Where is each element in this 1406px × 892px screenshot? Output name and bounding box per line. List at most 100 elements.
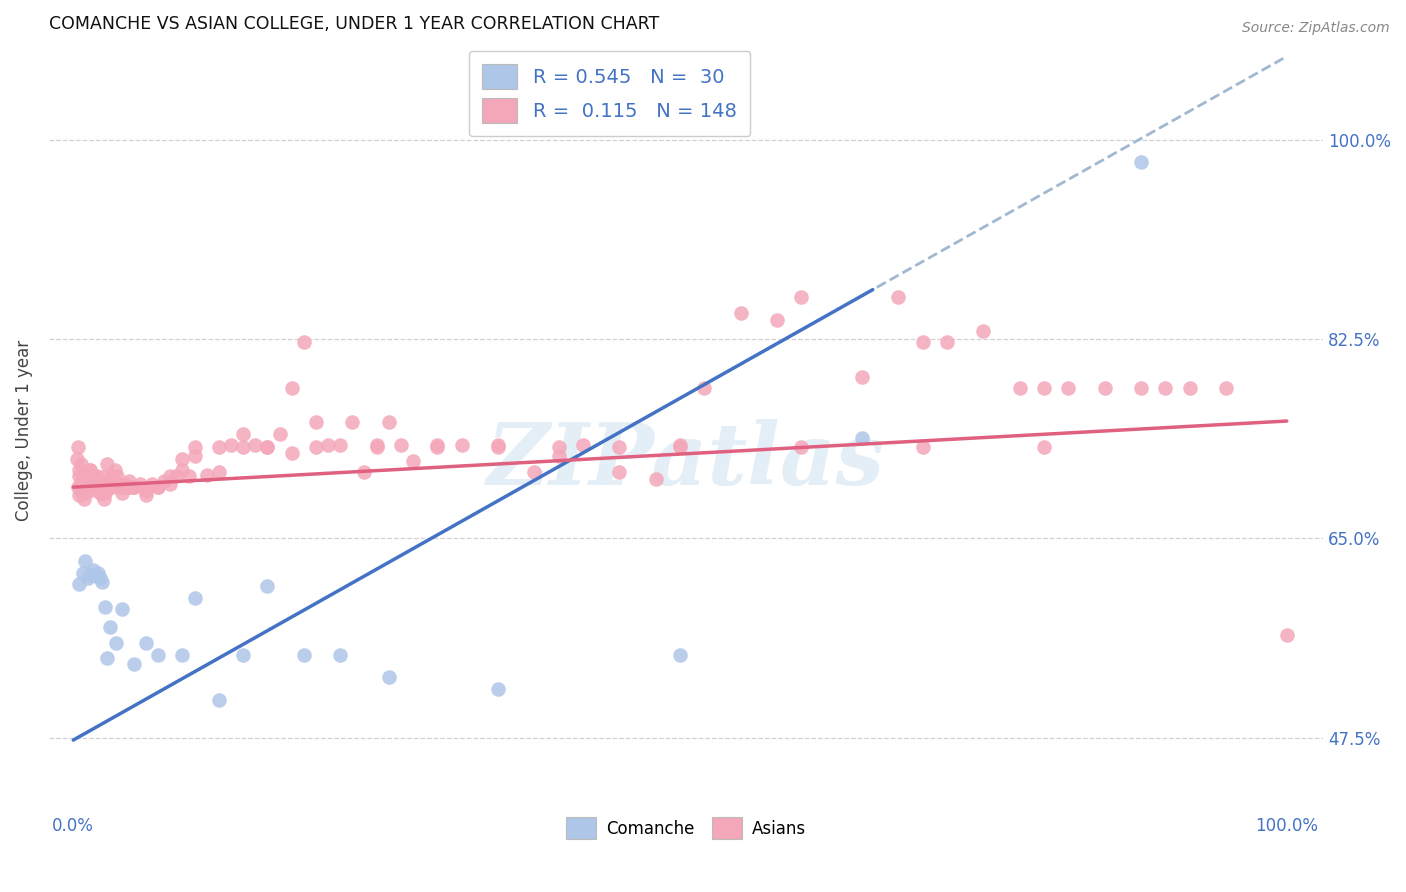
Point xyxy=(1178,381,1201,395)
Point xyxy=(936,335,959,350)
Point xyxy=(177,468,200,483)
Point xyxy=(72,468,94,483)
Point xyxy=(67,440,90,454)
Point xyxy=(89,486,111,500)
Point xyxy=(208,693,231,707)
Point xyxy=(111,486,134,500)
Point xyxy=(75,475,97,489)
Point xyxy=(98,480,121,494)
Point xyxy=(486,681,509,696)
Point xyxy=(1033,381,1056,395)
Point xyxy=(572,438,595,452)
Point xyxy=(82,475,104,489)
Point xyxy=(766,312,789,326)
Point xyxy=(232,440,254,454)
Point xyxy=(669,438,692,452)
Point xyxy=(69,458,91,472)
Point xyxy=(111,602,134,616)
Point xyxy=(1130,381,1153,395)
Legend: Comanche, Asians: Comanche, Asians xyxy=(560,811,813,846)
Point xyxy=(105,468,128,483)
Point xyxy=(644,472,666,486)
Point xyxy=(80,480,103,494)
Point xyxy=(69,476,91,491)
Point xyxy=(86,566,108,580)
Point xyxy=(122,480,145,494)
Point xyxy=(256,440,278,454)
Point xyxy=(66,451,89,466)
Point xyxy=(103,475,125,489)
Point xyxy=(245,438,267,452)
Point xyxy=(98,476,121,491)
Point xyxy=(256,440,278,454)
Point xyxy=(83,480,105,494)
Point xyxy=(693,381,716,395)
Point xyxy=(97,480,120,494)
Point xyxy=(135,636,157,650)
Point xyxy=(129,476,152,491)
Point xyxy=(790,440,813,454)
Point xyxy=(90,486,112,500)
Point xyxy=(96,458,118,472)
Point xyxy=(82,563,104,577)
Point xyxy=(80,475,103,489)
Point xyxy=(70,486,93,500)
Point xyxy=(1094,381,1116,395)
Point xyxy=(366,438,388,452)
Point xyxy=(105,476,128,491)
Point xyxy=(89,571,111,585)
Point xyxy=(77,483,100,498)
Point xyxy=(103,463,125,477)
Point xyxy=(911,440,934,454)
Point xyxy=(730,306,752,320)
Point xyxy=(72,476,94,491)
Point xyxy=(256,579,278,593)
Point xyxy=(91,480,114,494)
Point xyxy=(172,463,194,477)
Point xyxy=(377,415,399,429)
Point xyxy=(76,476,98,491)
Point xyxy=(1008,381,1031,395)
Point xyxy=(84,468,107,483)
Point xyxy=(104,636,127,650)
Point xyxy=(1057,381,1080,395)
Point xyxy=(148,480,170,494)
Point xyxy=(851,369,873,384)
Text: Source: ZipAtlas.com: Source: ZipAtlas.com xyxy=(1241,21,1389,36)
Point xyxy=(82,475,104,489)
Point xyxy=(89,475,111,489)
Point xyxy=(790,290,813,304)
Point xyxy=(76,480,98,494)
Point xyxy=(84,475,107,489)
Point xyxy=(135,488,157,502)
Point xyxy=(94,476,117,491)
Point xyxy=(111,480,134,494)
Point xyxy=(153,475,176,489)
Point xyxy=(67,463,90,477)
Point xyxy=(523,466,546,480)
Point xyxy=(172,648,194,662)
Point xyxy=(402,454,425,468)
Point xyxy=(122,657,145,671)
Point xyxy=(607,466,630,480)
Point xyxy=(135,483,157,498)
Point xyxy=(183,440,205,454)
Point xyxy=(115,480,138,494)
Point xyxy=(101,468,124,483)
Point xyxy=(67,480,90,494)
Point xyxy=(76,480,98,494)
Point xyxy=(183,591,205,605)
Point xyxy=(141,476,163,491)
Point xyxy=(232,426,254,441)
Point xyxy=(165,468,187,483)
Point xyxy=(1275,628,1298,642)
Point xyxy=(80,480,103,494)
Point xyxy=(121,480,143,494)
Point xyxy=(96,651,118,665)
Point xyxy=(851,431,873,445)
Point xyxy=(148,648,170,662)
Point xyxy=(280,446,302,460)
Point xyxy=(94,468,117,483)
Y-axis label: College, Under 1 year: College, Under 1 year xyxy=(15,340,32,521)
Point xyxy=(607,440,630,454)
